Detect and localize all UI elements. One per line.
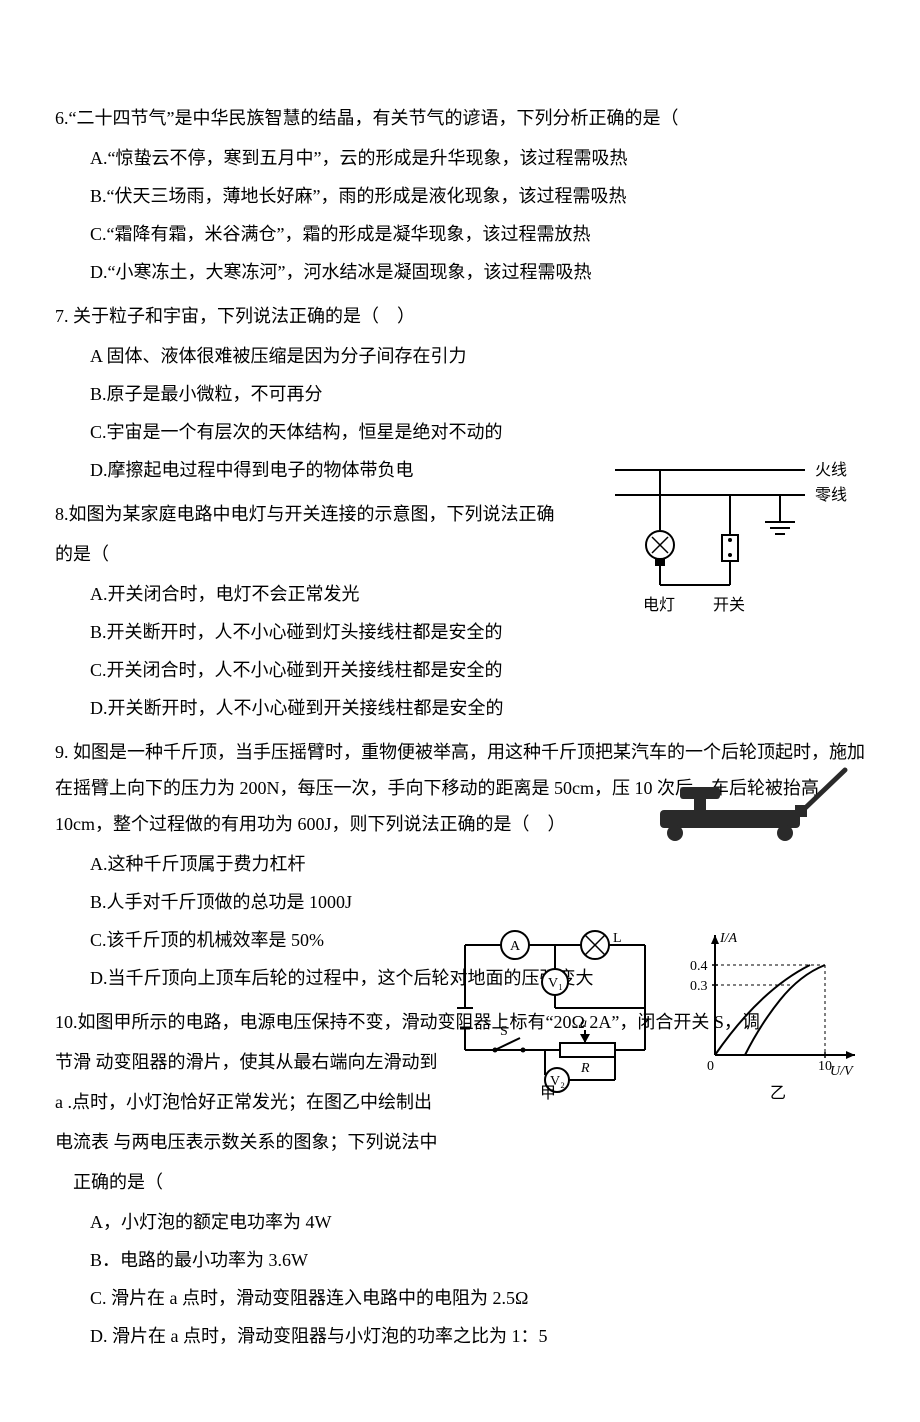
label-L: L [613, 931, 622, 946]
origin: 0 [707, 1059, 714, 1074]
q8-option-d: D.开关断开时，人不小心碰到开关接线柱都是安全的 [90, 690, 865, 726]
q10-option-b: B．电路的最小功率为 3.6W [90, 1242, 865, 1278]
q6-option-d: D.“小寒冻土，大寒冻河”，河水结冰是凝固现象，该过程需吸热 [90, 254, 865, 290]
q10-option-c: C. 滑片在 a 点时，滑动变阻器连入电路中的电阻为 2.5Ω [90, 1280, 865, 1316]
axis-x: U/V [830, 1064, 854, 1079]
label-V1: V₁ [548, 976, 563, 991]
q6-options: A.“惊蛰云不停，寒到五月中”，云的形成是升华现象，该过程需吸热 B.“伏天三场… [55, 140, 865, 290]
figure-car-jack [650, 755, 850, 845]
label-lamp: 电灯 [643, 596, 675, 614]
graph-yi: I/A U/V 0.4 0.3 0 10 乙 [690, 931, 855, 1100]
circuit-jia: A L V₁ S a R [457, 931, 645, 1100]
label-fire: 火线 [815, 461, 847, 479]
label-yi: 乙 [770, 1085, 786, 1100]
q6-option-b: B.“伏天三场雨，薄地长好麻”，雨的形成是液化现象，该过程需吸热 [90, 178, 865, 214]
q9-option-a: A.这种千斤顶属于费力杠杆 [90, 846, 865, 882]
label-neutral: 零线 [815, 486, 847, 504]
q10-stem4: 电流表 与两电压表示数关系的图象；下列说法中 [55, 1124, 555, 1160]
q6-option-a: A.“惊蛰云不停，寒到五月中”，云的形成是升华现象，该过程需吸热 [90, 140, 865, 176]
q7-option-c: C.宇宙是一个有层次的天体结构，恒星是绝对不动的 [90, 414, 865, 450]
label-jia: 甲 [540, 1085, 556, 1100]
q10-option-d: D. 滑片在 a 点时，滑动变阻器与小灯泡的功率之比为 1：5 [90, 1318, 865, 1354]
label-a: a [580, 1016, 587, 1031]
q8-option-c: C.开关闭合时，人不小心碰到开关接线柱都是安全的 [90, 652, 865, 688]
q10-options: A，小灯泡的额定电功率为 4W B．电路的最小功率为 3.6W C. 滑片在 a… [55, 1204, 865, 1354]
ytick-0.3: 0.3 [690, 979, 708, 994]
q7-option-b: B.原子是最小微粒，不可再分 [90, 376, 865, 412]
q6-option-c: C.“霜降有霜，米谷满仓”，霜的形成是凝华现象，该过程需放热 [90, 216, 865, 252]
q6-stem: 6.“二十四节气”是中华民族智慧的结晶，有关节气的谚语，下列分析正确的是（ [55, 100, 865, 136]
q10-stem5: 正确的是（ [55, 1164, 555, 1200]
q7-option-a: A 固体、液体很难被压缩是因为分子间存在引力 [90, 338, 865, 374]
q9-option-b: B.人手对千斤顶做的总功是 1000J [90, 884, 865, 920]
q7-stem: 7. 关于粒子和宇宙，下列说法正确的是（ ） [55, 298, 865, 334]
q10-option-a: A，小灯泡的额定电功率为 4W [90, 1204, 865, 1240]
label-switch: 开关 [713, 596, 745, 614]
ytick-0.4: 0.4 [690, 959, 708, 974]
figure-household-circuit: 火线 零线 电灯 开关 [605, 450, 865, 620]
label-R: R [580, 1061, 590, 1076]
axis-y: I/A [719, 931, 738, 946]
xtick-10: 10 [818, 1059, 832, 1074]
figure-q10: A L V₁ S a R [445, 930, 865, 1090]
question-6: 6.“二十四节气”是中华民族智慧的结晶，有关节气的谚语，下列分析正确的是（ A.… [55, 100, 865, 290]
label-S: S [500, 1024, 508, 1039]
label-A: A [510, 939, 521, 954]
